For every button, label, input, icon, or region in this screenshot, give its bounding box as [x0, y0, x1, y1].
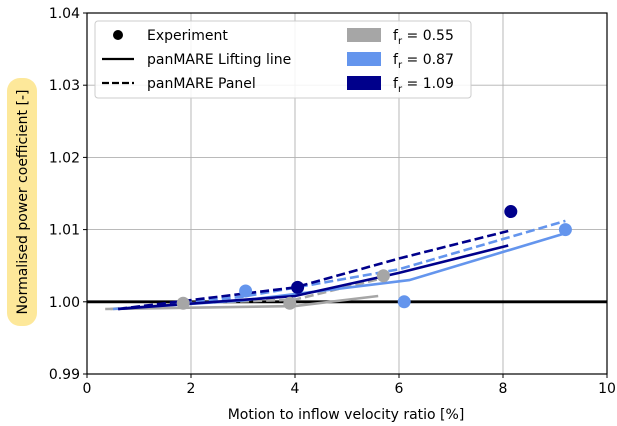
experiment-point [397, 295, 411, 309]
y-tick-label: 1.03 [49, 78, 80, 94]
y-axis-label: Normalised power coefficient [-] [15, 90, 31, 315]
x-tick-label: 2 [187, 381, 196, 397]
experiment-point [504, 205, 518, 219]
x-tick-label: 6 [395, 381, 404, 397]
x-tick-label: 4 [291, 381, 300, 397]
ticks: 0 2 4 6 8 10 0.99 1.00 1.01 1.02 1.03 1.04 [49, 6, 616, 397]
legend-label: Experiment [147, 28, 228, 44]
legend-color-label: fr = 0.55 [393, 28, 454, 47]
legend-color-label: fr = 1.09 [393, 76, 454, 95]
lifting-line-series [118, 244, 509, 311]
x-tick-label: 8 [499, 381, 508, 397]
experiment-point [176, 296, 190, 310]
experiment-point [283, 296, 297, 310]
experiment-point [376, 269, 390, 283]
y-tick-label: 1.00 [49, 295, 80, 311]
legend-swatch [347, 28, 381, 42]
legend-color-label: fr = 0.87 [393, 52, 454, 71]
y-axis-label-group: Normalised power coefficient [-] [7, 78, 37, 326]
panel-series [118, 229, 509, 311]
x-axis-label: Motion to inflow velocity ratio [%] [228, 407, 465, 423]
y-tick-label: 0.99 [49, 367, 80, 383]
legend-marker-experiment [113, 30, 123, 40]
plot-frame [86, 12, 608, 375]
series-layer [105, 205, 572, 311]
legend-label: panMARE Lifting line [147, 52, 291, 68]
y-tick-label: 1.04 [49, 6, 80, 22]
legend-label: panMARE Panel [147, 76, 256, 92]
y-tick-label: 1.01 [49, 223, 80, 239]
experiment-point [291, 280, 305, 294]
experiment-point [558, 223, 572, 237]
x-tick-label: 0 [83, 381, 92, 397]
x-tick-label: 10 [598, 381, 616, 397]
y-tick-label: 1.02 [49, 150, 80, 166]
panel-series [118, 219, 566, 311]
y-axis-label-highlight [7, 78, 37, 326]
experiment-point [239, 284, 253, 298]
legend-swatch [347, 76, 381, 90]
legend: Experiment panMARE Lifting line panMARE Pa… [94, 20, 472, 99]
legend-swatch [347, 52, 381, 66]
